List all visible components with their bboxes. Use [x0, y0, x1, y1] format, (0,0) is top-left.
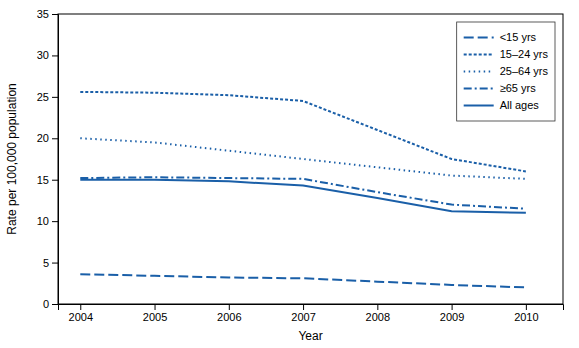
legend-swatch	[464, 71, 494, 73]
y-tick-label: 35	[37, 8, 49, 20]
x-tick-label: 2009	[440, 311, 464, 323]
plot-area: 2004 2005 2006 2007 2008 2009 2010 0 5 10 15 20 25 30…	[37, 8, 564, 323]
x-tick-label: 2007	[291, 311, 315, 323]
y-tick-label: 30	[37, 49, 49, 61]
x-tick-label: 2010	[514, 311, 538, 323]
x-tick: 2005	[143, 304, 167, 323]
legend-swatch	[464, 54, 494, 56]
y-tick-mark	[52, 221, 58, 222]
y-tick-label: 20	[37, 132, 49, 144]
legend-swatch	[464, 88, 494, 90]
series-line	[80, 138, 526, 179]
x-tick-label: 2005	[143, 311, 167, 323]
x-tick-mark	[80, 304, 81, 310]
y-tick: 0	[43, 298, 58, 310]
x-tick-mark	[526, 304, 527, 310]
x-tick-mark	[377, 304, 378, 310]
y-tick-label: 0	[43, 298, 49, 310]
y-tick: 35	[37, 8, 58, 20]
y-tick: 10	[37, 215, 58, 227]
x-tick-label: 2008	[366, 311, 390, 323]
x-tick: 2004	[69, 304, 93, 323]
y-axis: 0 5 10 15 20 25 30 35	[37, 8, 59, 310]
legend-swatch	[464, 37, 494, 39]
x-tick: 2007	[291, 304, 315, 323]
y-tick-label: 5	[43, 257, 49, 269]
x-tick: 2006	[217, 304, 241, 323]
x-tick-mark	[303, 304, 304, 310]
x-tick-mark	[229, 304, 230, 310]
x-axis: 2004 2005 2006 2007 2008 2009 2010	[59, 304, 564, 323]
y-tick: 5	[43, 257, 58, 269]
y-tick-mark	[52, 263, 58, 264]
y-tick: 30	[37, 49, 58, 61]
legend-label: All ages	[500, 99, 540, 111]
x-tick: 2009	[440, 304, 464, 323]
legend-label: 25–64 yrs	[500, 65, 549, 77]
y-tick: 15	[37, 174, 58, 186]
y-tick-mark	[52, 55, 58, 56]
series-line	[80, 274, 526, 287]
y-tick: 20	[37, 132, 58, 144]
x-tick-mark	[155, 304, 156, 310]
y-axis-line	[52, 15, 59, 305]
plot-frame	[58, 14, 563, 304]
x-tick-label: 2006	[217, 311, 241, 323]
x-tick: 2010	[514, 304, 538, 323]
x-tick: 2008	[366, 304, 390, 323]
x-tick-label: 2004	[69, 311, 93, 323]
x-tick-mark	[452, 304, 453, 310]
y-tick-label: 25	[37, 91, 49, 103]
y-tick-mark	[52, 14, 58, 15]
y-tick-mark	[52, 138, 58, 139]
series-line	[80, 180, 526, 213]
legend: <15 yrs 15–24 yrs 25–64 yrs ≥65 yrs All ages	[457, 22, 555, 121]
x-axis-title: Year	[298, 329, 322, 343]
legend-box	[457, 22, 555, 121]
y-tick-mark	[52, 180, 58, 181]
chart: 2004 2005 2006 2007 2008 2009 2010 0 5 10 15 20 25 30…	[0, 0, 579, 348]
y-tick-mark	[52, 97, 58, 98]
y-tick: 25	[37, 91, 58, 103]
y-tick-mark	[52, 304, 58, 305]
legend-label: <15 yrs	[500, 31, 537, 43]
series-line	[80, 177, 526, 208]
y-tick-label: 15	[37, 174, 49, 186]
legend-label: 15–24 yrs	[500, 48, 549, 60]
x-axis-line	[59, 305, 564, 311]
y-tick-label: 10	[37, 215, 49, 227]
legend-swatch	[464, 105, 494, 107]
y-axis-title: Rate per 100,000 population	[5, 83, 19, 234]
legend-label: ≥65 yrs	[500, 82, 536, 94]
